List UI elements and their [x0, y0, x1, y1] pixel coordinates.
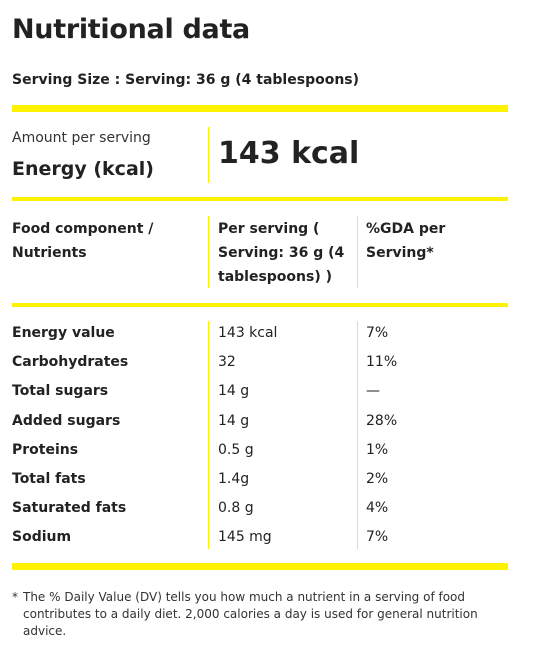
- table-row: Sodium 145 mg 7%: [0, 529, 543, 558]
- footnote-text: The % Daily Value (DV) tells you how muc…: [23, 590, 478, 638]
- nutrient-gda: 28%: [366, 413, 398, 429]
- header-per-serving-line1: Per serving (: [218, 221, 320, 237]
- rows-column-divider-1: [208, 321, 209, 549]
- nutrient-gda: 7%: [366, 529, 389, 545]
- header-per-serving-line2: Serving: 36 g (4: [218, 245, 345, 261]
- nutrient-value: 0.5 g: [218, 442, 254, 458]
- header-column-divider-1: [208, 216, 209, 288]
- header-component: Food component / Nutrients: [12, 217, 153, 265]
- header-gda-line1: %GDA per: [366, 221, 446, 237]
- nutrient-name: Total fats: [12, 471, 86, 487]
- serving-size: Serving Size : Serving: 36 g (4 tablespo…: [12, 72, 360, 88]
- nutrient-name: Energy value: [12, 325, 115, 341]
- table-row: Saturated fats 0.8 g 4%: [0, 500, 543, 529]
- header-per-serving: Per serving ( Serving: 36 g (4 tablespoo…: [218, 217, 344, 289]
- rows-column-divider-2: [357, 321, 358, 549]
- header-per-serving-line3: tablespoons) ): [218, 269, 333, 285]
- nutrient-gda: 4%: [366, 500, 389, 516]
- table-row: Proteins 0.5 g 1%: [0, 442, 543, 471]
- nutrient-name: Total sugars: [12, 383, 109, 399]
- nutrient-gda: 7%: [366, 325, 389, 341]
- energy-column-divider: [208, 127, 209, 183]
- nutrient-value: 1.4g: [218, 471, 250, 487]
- nutrient-name: Carbohydrates: [12, 354, 129, 370]
- nutrient-gda: 1%: [366, 442, 389, 458]
- nutrient-value: 0.8 g: [218, 500, 254, 516]
- nutrient-gda: 11%: [366, 354, 398, 370]
- header-component-line1: Food component /: [12, 221, 154, 237]
- footnote-marker: *: [12, 590, 18, 604]
- header-gda-line2: Serving*: [366, 245, 434, 261]
- energy-value: 143 kcal: [218, 136, 360, 171]
- nutrient-value: 14 g: [218, 413, 250, 429]
- page-title: Nutritional data: [12, 14, 250, 45]
- nutrient-value: 145 mg: [218, 529, 272, 545]
- table-row: Total fats 1.4g 2%: [0, 471, 543, 500]
- nutrient-value: 143 kcal: [218, 325, 278, 341]
- energy-label: Energy (kcal): [12, 158, 154, 180]
- nutrient-name: Sodium: [12, 529, 72, 545]
- nutrient-value: 32: [218, 354, 236, 370]
- table-row: Carbohydrates 32 11%: [0, 354, 543, 383]
- amount-per-serving-label: Amount per serving: [12, 130, 151, 146]
- divider-bottom: [12, 563, 508, 570]
- header-column-divider-2: [357, 216, 358, 288]
- divider-top: [12, 105, 508, 112]
- nutrient-name: Added sugars: [12, 413, 121, 429]
- table-row: Total sugars 14 g —: [0, 383, 543, 412]
- nutrient-gda: —: [366, 383, 380, 399]
- nutrient-value: 14 g: [218, 383, 250, 399]
- table-row: Energy value 143 kcal 7%: [0, 325, 543, 354]
- nutrient-gda: 2%: [366, 471, 389, 487]
- nutrient-name: Proteins: [12, 442, 79, 458]
- nutrient-name: Saturated fats: [12, 500, 127, 516]
- header-gda: %GDA per Serving*: [366, 217, 445, 265]
- header-component-line2: Nutrients: [12, 245, 87, 261]
- table-row: Added sugars 14 g 28%: [0, 413, 543, 442]
- divider-header: [12, 303, 508, 307]
- divider-energy: [12, 197, 508, 201]
